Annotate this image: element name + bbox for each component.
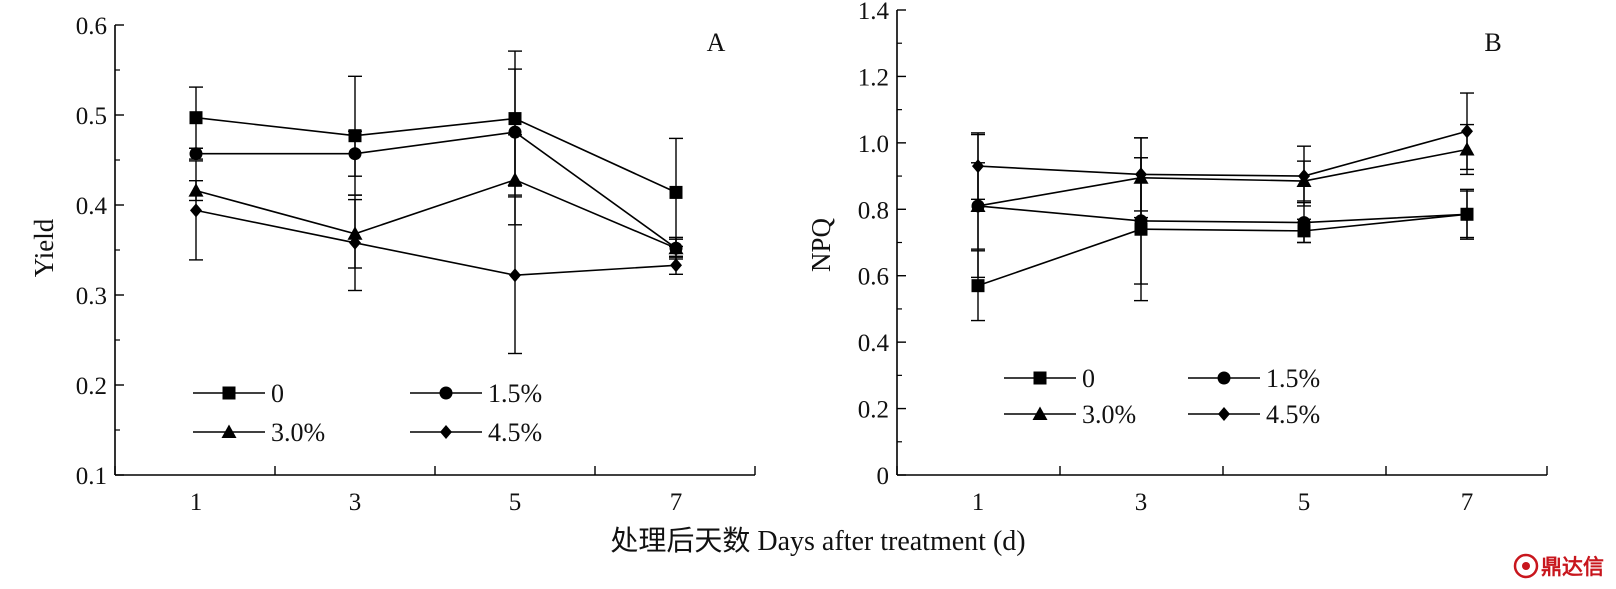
series-2 bbox=[189, 68, 683, 260]
panel-letter: A bbox=[707, 28, 726, 57]
y-axis-title: NPQ bbox=[806, 217, 836, 272]
y-tick-label: 1.2 bbox=[858, 64, 889, 91]
data-point bbox=[670, 258, 682, 273]
data-point bbox=[509, 268, 521, 283]
data-point bbox=[970, 198, 986, 212]
legend-label: 3.0% bbox=[1082, 400, 1136, 429]
y-tick-label: 1.4 bbox=[858, 0, 890, 25]
watermark-seal-icon bbox=[1513, 553, 1539, 579]
series-line bbox=[977, 205, 1468, 224]
series-line bbox=[195, 116, 677, 194]
legend-label: 0 bbox=[271, 379, 284, 408]
legend-label: 4.5% bbox=[1266, 400, 1320, 429]
x-tick-label: 1 bbox=[972, 489, 985, 516]
data-point bbox=[1460, 207, 1474, 221]
series-4 bbox=[189, 160, 683, 355]
legend-label: 4.5% bbox=[488, 418, 542, 447]
data-point bbox=[1298, 169, 1310, 184]
x-tick-label: 5 bbox=[509, 489, 522, 516]
y-tick-label: 0.2 bbox=[858, 397, 889, 424]
legend-entry: 1.5% bbox=[410, 379, 542, 408]
watermark-logo: 鼎达信 bbox=[1513, 553, 1604, 579]
legend-marker bbox=[439, 386, 453, 400]
legend-marker bbox=[1033, 371, 1047, 385]
data-point bbox=[1297, 216, 1311, 230]
legend-entry: 4.5% bbox=[410, 418, 542, 447]
y-tick-label: 0.4 bbox=[858, 330, 890, 357]
legend-marker bbox=[1218, 407, 1230, 421]
watermark-text: 鼎达信 bbox=[1541, 555, 1604, 579]
data-point bbox=[1135, 167, 1147, 182]
y-tick-label: 0.3 bbox=[76, 283, 107, 310]
x-tick-label: 1 bbox=[190, 489, 203, 516]
y-tick-label: 0.4 bbox=[76, 193, 108, 220]
data-point bbox=[348, 147, 362, 161]
legend-entry: 0 bbox=[1004, 364, 1095, 393]
x-tick-label: 5 bbox=[1298, 489, 1311, 516]
legend-marker bbox=[1032, 406, 1048, 420]
y-tick-label: 0.2 bbox=[76, 373, 107, 400]
series-1 bbox=[971, 157, 1474, 322]
y-tick-label: 0.1 bbox=[76, 463, 107, 490]
data-point bbox=[349, 235, 361, 250]
series-4 bbox=[971, 92, 1474, 212]
legend-marker bbox=[440, 425, 452, 439]
panel-a-yield-chart: 0.1 0.2 0.3 0.4 0.5 0.6 1 3 5 7 Yield A 0 1.5% 3.0% 4.5… bbox=[29, 13, 756, 516]
legend-marker bbox=[222, 386, 236, 400]
legend-marker bbox=[1217, 371, 1231, 385]
y-axis-title: Yield bbox=[29, 218, 59, 277]
panel-letter: B bbox=[1484, 28, 1501, 57]
x-tick-label: 7 bbox=[1461, 489, 1474, 516]
legend-label: 1.5% bbox=[488, 379, 542, 408]
data-point bbox=[668, 240, 684, 255]
series-1 bbox=[189, 50, 683, 248]
legend-label: 3.0% bbox=[271, 418, 325, 447]
y-tick-label: 0.5 bbox=[76, 103, 107, 130]
x-tick-label: 7 bbox=[670, 489, 683, 516]
data-point bbox=[971, 279, 985, 293]
panel-b-npq-chart: 0 0.2 0.4 0.6 0.8 1.0 1.2 1.4 1 3 5 7 NPQ B 0 1.5% 3.0% 4… bbox=[806, 0, 1548, 516]
watermark-seal-dot bbox=[1522, 562, 1530, 570]
y-tick-label: 0.6 bbox=[858, 264, 889, 291]
data-point bbox=[190, 203, 202, 218]
data-point bbox=[189, 111, 203, 125]
legend-label: 1.5% bbox=[1266, 364, 1320, 393]
series-line bbox=[977, 130, 1468, 177]
series-line bbox=[977, 148, 1468, 207]
legend-entry: 3.0% bbox=[1004, 400, 1136, 429]
data-point bbox=[669, 185, 683, 199]
series-line bbox=[977, 213, 1468, 287]
y-tick-label: 0.6 bbox=[76, 13, 107, 40]
x-tick-label: 3 bbox=[349, 489, 362, 516]
series-3 bbox=[188, 134, 684, 269]
legend-entry: 4.5% bbox=[1188, 400, 1320, 429]
legend-marker bbox=[221, 424, 237, 438]
data-point bbox=[972, 159, 984, 174]
legend-entry: 0 bbox=[193, 379, 284, 408]
x-tick-label: 3 bbox=[1135, 489, 1148, 516]
y-tick-label: 0.8 bbox=[858, 197, 889, 224]
legend-entry: 1.5% bbox=[1188, 364, 1320, 393]
series-line bbox=[195, 178, 677, 249]
y-tick-label: 1.0 bbox=[858, 131, 889, 158]
y-tick-label: 0 bbox=[877, 463, 890, 490]
legend-label: 0 bbox=[1082, 364, 1095, 393]
data-point bbox=[189, 147, 203, 161]
series-line bbox=[195, 209, 677, 277]
data-point bbox=[507, 172, 523, 186]
legend-entry: 3.0% bbox=[193, 418, 325, 447]
series-line bbox=[196, 131, 677, 249]
shared-x-axis-label: 处理后天数 Days after treatment (d) bbox=[610, 525, 1025, 557]
data-point bbox=[1461, 124, 1473, 139]
